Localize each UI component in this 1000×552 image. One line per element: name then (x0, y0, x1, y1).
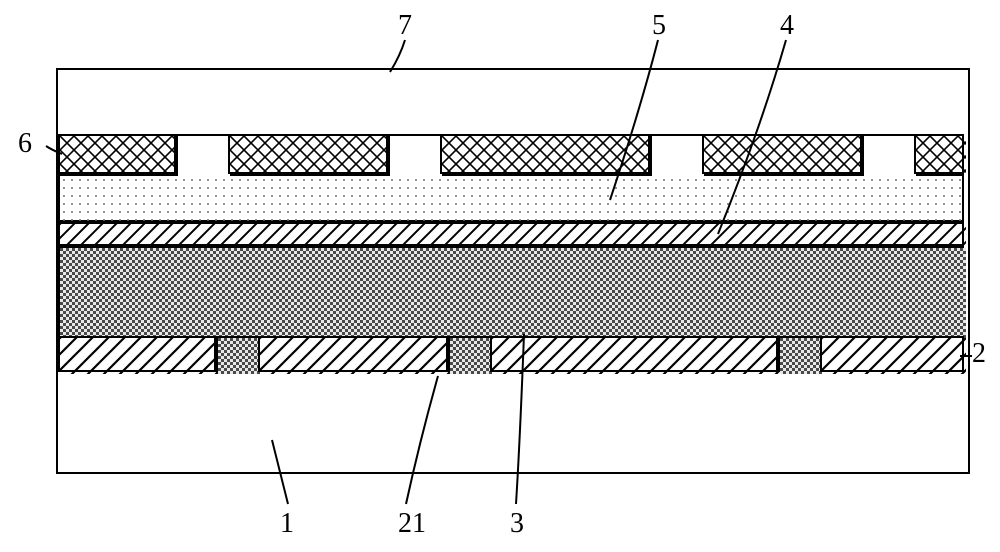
leader-lines (0, 0, 1000, 552)
